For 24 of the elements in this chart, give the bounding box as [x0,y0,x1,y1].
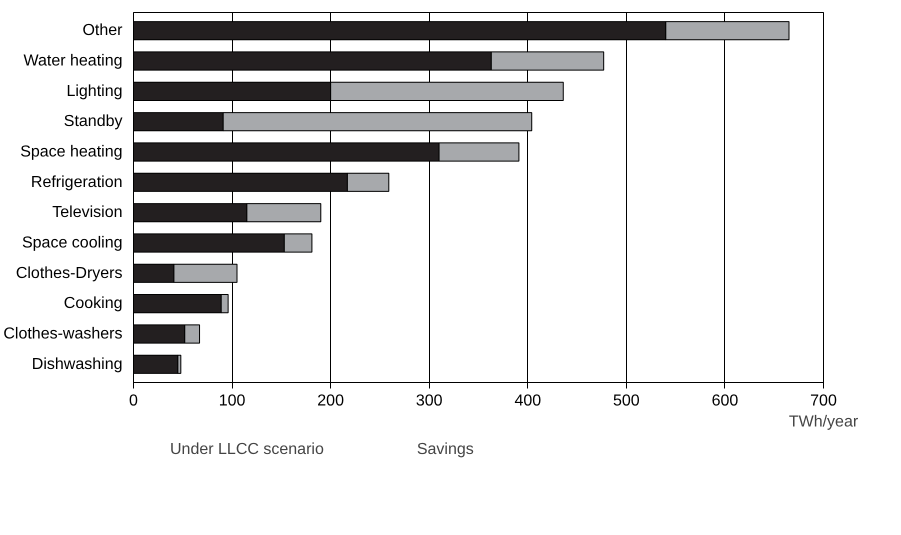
x-tick-label: 500 [613,392,640,410]
y-tick-label: Clothes-washers [3,325,122,342]
y-tick-label: Water heating [23,52,122,70]
y-tick-label: Television [52,204,123,222]
bar [134,354,178,374]
x-tick-label: 400 [514,392,542,410]
y-tick-label: Space cooling [22,234,122,252]
y-tick-label: Lighting [66,82,122,100]
x-tick-label: 200 [317,392,344,410]
x-axis-title: TWh/year [788,414,859,430]
y-tick-label: Other [82,22,124,40]
y-tick-label: Clothes-Dryers [16,264,122,282]
y-tick-label: Dishwashing [32,356,123,373]
text: Under LLCC scenario [170,441,324,459]
x-tick-label: 300 [416,392,443,410]
y-tick-label: Refrigeration [30,174,123,191]
text: Savings [416,441,474,459]
x-tick-label: 600 [712,392,738,410]
y-tick-label: Space heating [20,144,123,161]
y-tick-label: Cooking [64,295,122,312]
y-tick-label: Standby [64,113,123,130]
x-tick-label: 700 [810,392,837,410]
x-tick-label: 100 [218,392,246,410]
x-tick-label: 0 [129,392,138,410]
